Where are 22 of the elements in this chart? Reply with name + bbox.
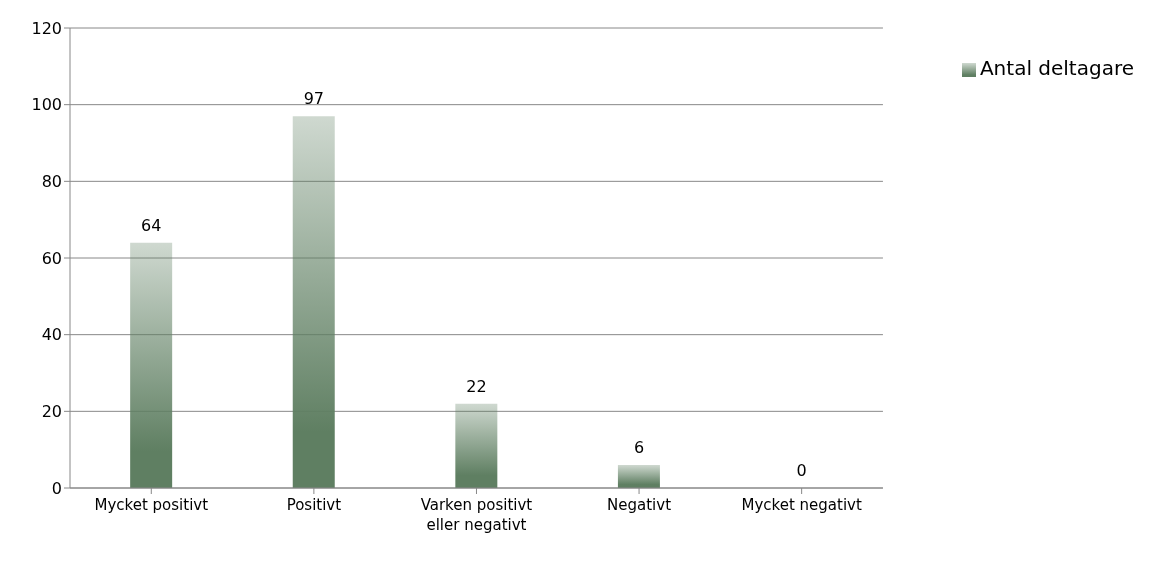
x-tick-label: Mycket positivt	[94, 496, 209, 514]
data-label: 64	[141, 215, 162, 235]
x-tick-label: Negativt	[607, 496, 672, 514]
y-tick-label: 120	[31, 18, 62, 38]
data-label: 97	[303, 89, 325, 109]
data-label: 6	[633, 438, 645, 457]
data-label: 22	[466, 376, 487, 396]
x-tick-label: Varken positivt eller negativt	[420, 496, 533, 534]
bar	[455, 403, 498, 488]
bar	[130, 242, 173, 488]
legend-label: Antal deltagare	[979, 56, 1134, 80]
bar	[292, 116, 335, 488]
y-tick-label: 80	[41, 172, 62, 192]
x-tick-label: Positivt	[286, 496, 342, 514]
data-label: 0	[796, 461, 807, 480]
y-tick-label: 100	[31, 95, 62, 115]
y-tick-label: 0	[51, 478, 62, 498]
x-tick-label: Mycket negativt	[741, 496, 862, 514]
y-tick-label: 60	[41, 248, 62, 268]
bar	[617, 465, 660, 488]
y-tick-label: 20	[41, 402, 62, 422]
y-tick-label: 40	[41, 325, 62, 345]
